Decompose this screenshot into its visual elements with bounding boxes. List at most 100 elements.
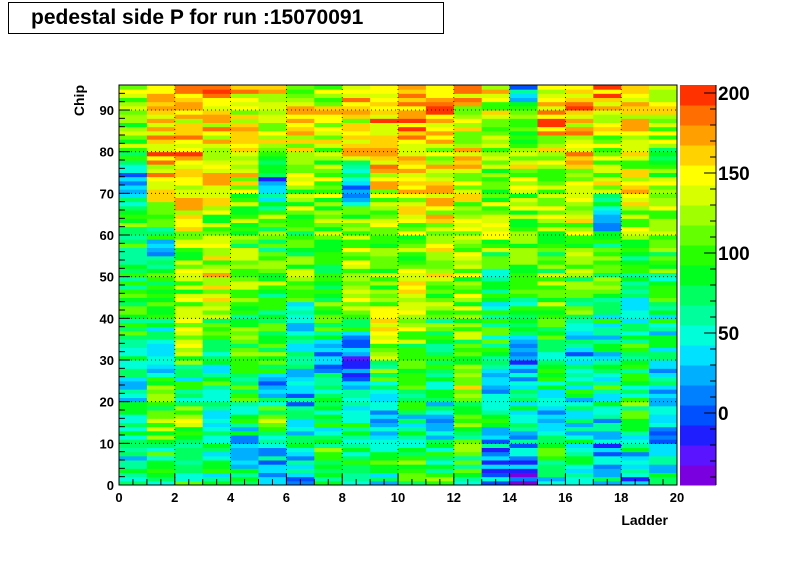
heatmap-cell	[230, 310, 259, 315]
heatmap-cell	[593, 160, 622, 165]
heatmap-cell	[119, 414, 148, 419]
heatmap-cell	[174, 135, 204, 140]
heatmap-cell	[342, 280, 371, 286]
heatmap-cell	[370, 201, 399, 207]
heatmap-cell	[342, 455, 371, 461]
y-tick-label: 0	[107, 478, 114, 493]
heatmap-cell	[481, 380, 511, 386]
heatmap-cell	[146, 139, 176, 144]
heatmap-cell	[342, 443, 371, 448]
heatmap-cell	[370, 380, 399, 386]
heatmap-cell	[286, 239, 315, 244]
color-scale-segment	[680, 345, 716, 366]
heatmap-cell	[314, 197, 343, 203]
heatmap-cell	[119, 435, 148, 440]
heatmap-cell	[537, 276, 566, 282]
heatmap-cell	[286, 455, 315, 461]
heatmap-cell	[174, 297, 204, 303]
heatmap-cell	[537, 151, 566, 157]
heatmap-cell	[398, 372, 427, 378]
heatmap-cell	[286, 435, 315, 440]
heatmap-cell	[258, 189, 287, 194]
heatmap-cell	[230, 410, 259, 415]
heatmap-cell	[342, 222, 371, 228]
heatmap-cell	[314, 364, 343, 369]
heatmap-cell	[342, 393, 371, 398]
heatmap-cell	[649, 260, 678, 265]
heatmap-cell	[425, 339, 455, 344]
heatmap-cell	[481, 435, 511, 440]
heatmap-cell	[370, 418, 399, 423]
heatmap-cell	[593, 376, 622, 382]
heatmap-cell	[621, 355, 650, 361]
heatmap-cell	[425, 155, 455, 161]
heatmap-cell	[565, 247, 594, 253]
heatmap-cell	[230, 93, 259, 98]
y-tick-label: 10	[100, 436, 114, 451]
color-scale-segment	[680, 445, 716, 466]
heatmap-cell	[146, 247, 176, 253]
heatmap-cell	[370, 126, 399, 132]
heatmap-cell	[593, 418, 622, 423]
heatmap-cell	[425, 89, 455, 94]
heatmap-cell	[481, 151, 511, 157]
heatmap-cell	[174, 180, 204, 186]
heatmap-cell	[286, 447, 315, 453]
heatmap-cell	[230, 268, 259, 273]
heatmap-cell	[286, 339, 315, 344]
heatmap-cell	[342, 160, 371, 165]
heatmap-cell	[119, 347, 148, 353]
heatmap-cell	[342, 189, 371, 194]
heatmap-cell	[649, 105, 678, 111]
heatmap-cell	[593, 230, 622, 236]
heatmap-cell	[119, 468, 148, 473]
heatmap-cell	[342, 426, 371, 432]
heatmap-cell	[649, 335, 678, 340]
heatmap-cell	[230, 451, 259, 457]
heatmap-cell	[119, 401, 148, 407]
heatmap-cell	[425, 180, 455, 186]
heatmap-cell	[286, 414, 315, 419]
heatmap-cell	[342, 264, 371, 269]
heatmap-cell	[342, 247, 371, 253]
heatmap-cell	[509, 89, 538, 94]
heatmap-cell	[202, 180, 232, 186]
heatmap-cell	[481, 447, 511, 453]
heatmap-cell	[621, 301, 650, 307]
heatmap-cell	[286, 347, 315, 353]
heatmap-cell	[146, 218, 176, 223]
heatmap-cell	[119, 197, 148, 203]
heatmap-cell	[621, 397, 650, 403]
heatmap-cell	[565, 172, 594, 178]
heatmap-cell	[621, 143, 650, 148]
heatmap-cell	[119, 368, 148, 373]
heatmap-cell	[621, 389, 650, 394]
heatmap-cell	[202, 97, 232, 103]
heatmap-cell	[146, 343, 176, 348]
heatmap-cell	[258, 122, 287, 128]
heatmap-cell	[649, 347, 678, 353]
heatmap-cell	[509, 218, 538, 223]
heatmap-cell	[119, 380, 148, 386]
heatmap-cell	[286, 376, 315, 382]
heatmap-cell	[649, 318, 678, 323]
heatmap-cell	[286, 255, 315, 261]
color-scale-segment	[680, 425, 716, 446]
heatmap-cell	[398, 214, 427, 219]
heatmap-cell	[146, 376, 176, 382]
heatmap-cell	[481, 297, 511, 303]
heatmap-cell	[649, 301, 678, 307]
heatmap-cell	[593, 368, 622, 373]
heatmap-cell	[174, 255, 204, 261]
heatmap-cell	[537, 351, 566, 357]
heatmap-cell	[425, 276, 455, 282]
heatmap-cell	[174, 276, 204, 282]
heatmap-cell	[593, 468, 622, 473]
heatmap-cell	[230, 255, 259, 261]
heatmap-cell	[621, 235, 650, 240]
heatmap-cell	[314, 314, 343, 319]
heatmap-cell	[453, 110, 483, 115]
heatmap-cell	[593, 164, 622, 169]
heatmap-cell	[537, 210, 566, 215]
heatmap-cell	[398, 239, 427, 244]
